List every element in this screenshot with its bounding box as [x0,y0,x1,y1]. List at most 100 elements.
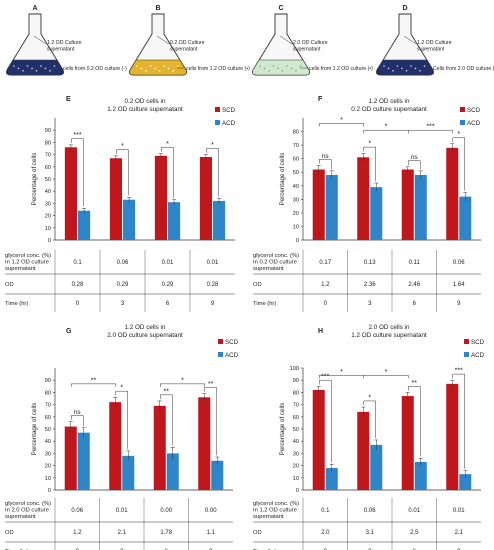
bar-acd [166,453,179,490]
flask-label: 1.2 OD Culture [417,40,452,46]
table-cell: 3 [368,301,372,307]
table-cell: 1.78 [160,530,172,536]
table-cell: 2.1 [118,530,127,536]
significance-label: ns [74,409,82,416]
table-cell: 6 [413,301,417,307]
table-cell: 0.01 [408,508,420,514]
cell-dot [26,65,29,67]
table-cell: 1.2 [73,530,82,536]
significance-bracket [70,383,116,387]
cell-dot [401,67,403,70]
table-cell: 3.1 [366,530,375,536]
significance-label: * [121,143,124,150]
table-cell: 0.00 [160,508,172,514]
table-cell: 0.06 [117,260,129,266]
table-cell: 1.2 [321,282,330,288]
flask-label: supernatant [417,47,445,53]
y-tick-label: 20 [45,214,51,220]
table-cell: 2.36 [364,282,376,288]
legend-label: ACD [467,120,481,127]
legend-label: SCD [471,339,485,346]
table-row-header: supernatant [5,514,36,520]
bar-scd [109,158,122,240]
bar-scd [357,157,370,240]
table-cell: 2.5 [410,530,419,536]
y-tick-label: 90 [45,378,51,384]
y-tick-label: 60 [293,415,299,421]
y-tick-label: 50 [293,170,299,176]
cell-dot [419,70,421,72]
y-tick-label: 60 [45,415,51,421]
table-cell: 0.29 [117,282,129,288]
significance-label: * [166,141,169,148]
cell-dot [277,67,279,70]
legend-label: SCD [225,339,239,346]
table-cell: 0.17 [319,260,331,266]
y-tick-label: 70 [293,403,299,409]
significance-label: * [340,117,343,124]
bar-acd [211,460,224,490]
legend-label: ACD [225,352,239,359]
cell-dot [295,70,297,72]
y-tick-label: 80 [293,130,299,136]
cell-dot [396,65,399,67]
significance-label: * [385,369,388,376]
legend-label: ACD [471,352,485,359]
bar-scd [446,147,459,240]
table-cell: 0.01 [207,260,219,266]
table-cell: 0.1 [73,260,82,266]
pointer-line [33,35,47,45]
pointer-line [403,35,417,45]
cell-dot [22,70,24,72]
y-axis-label: Percentage of cells [279,403,286,456]
cell-dot [176,65,179,67]
panel-letter: D [402,5,407,12]
y-tick-label: 20 [293,211,299,217]
cell-dot [383,65,385,67]
bar-acd [213,200,226,240]
flask-label: 0.2 OD Culture [170,40,205,46]
significance-bracket [71,138,84,207]
chart-title: 2.0 OD cells in [369,324,410,331]
cell-dot [392,70,394,72]
y-tick-label: 0 [48,488,51,494]
bar-acd [78,210,91,240]
table-row-header: supernatant [253,266,284,272]
flask-label: 2.0 OD Culture [293,40,328,46]
table-row-header: glycerol conc. (%) [253,253,299,259]
table-row-header: Time (hr) [5,301,28,307]
flask-liquid [376,59,434,76]
legend-swatch [464,352,469,357]
table-cell: 0.06 [364,508,376,514]
table-cell: 0 [76,301,80,307]
table-row-header: OD [253,282,262,288]
legend-swatch [215,107,220,112]
cell-dot [405,70,408,72]
significance-label: * [340,369,343,376]
table-row-header: Time (hr) [253,301,276,307]
y-tick-label: 60 [45,165,51,171]
chart-subtitle: 1.2 OD culture supernatant [107,106,183,113]
significance-bracket [159,383,205,387]
table-cell: 0.01 [453,508,465,514]
cell-dot [299,65,302,67]
cell-dot [259,65,261,67]
table-cell: 0.11 [409,260,421,266]
y-tick-label: 80 [293,390,299,396]
panel-letter: F [318,96,323,103]
legend-swatch [218,352,223,357]
table-row-header: In 0.2 OD culture [253,260,297,266]
cell-dot [44,67,47,70]
y-tick-label: 60 [293,157,299,163]
legend-swatch [464,339,469,344]
y-tick-label: 50 [45,177,51,183]
table-cell: 2.0 [321,530,330,536]
y-tick-label: 0 [296,488,299,494]
panel-letter: B [155,5,160,12]
chart-subtitle: 0.2 OD culture supernatant [351,106,427,113]
significance-bracket [116,149,129,196]
y-tick-label: 90 [293,378,299,384]
legend-swatch [218,339,223,344]
